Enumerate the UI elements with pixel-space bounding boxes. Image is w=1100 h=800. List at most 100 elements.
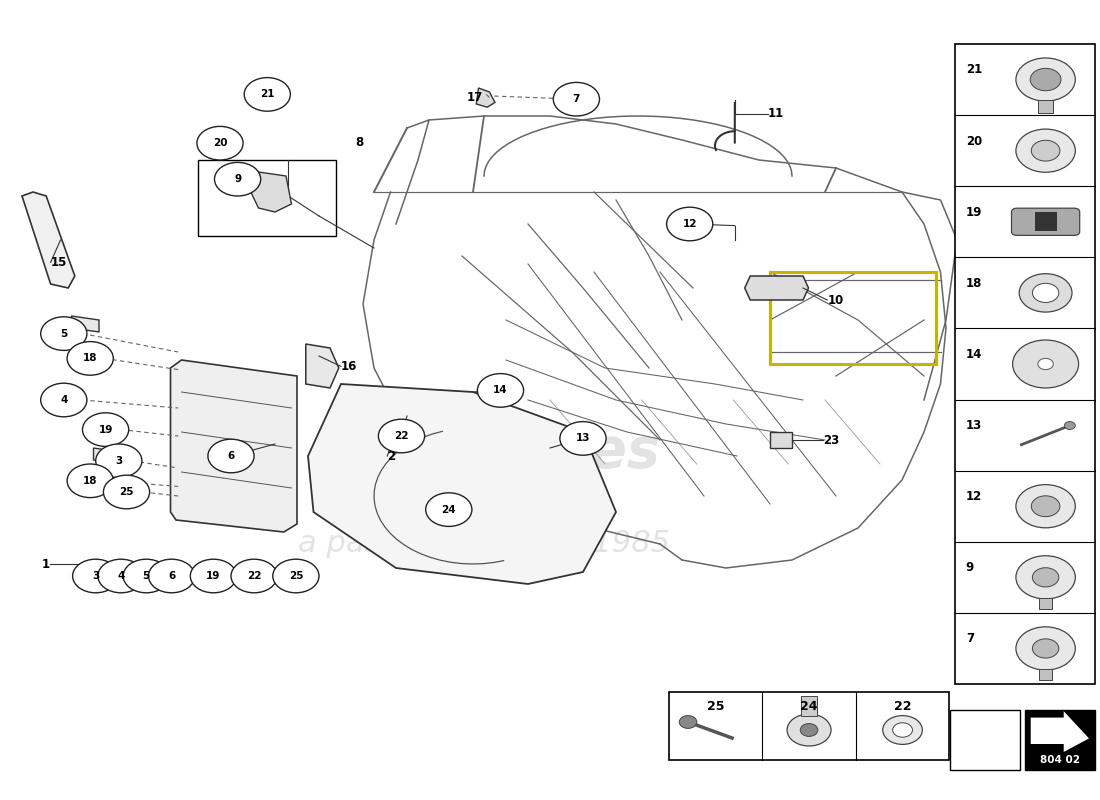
Circle shape [67, 464, 113, 498]
FancyBboxPatch shape [1040, 598, 1053, 610]
Text: 1: 1 [42, 558, 50, 570]
Circle shape [231, 559, 277, 593]
Circle shape [208, 439, 254, 473]
Text: 16: 16 [341, 360, 358, 373]
Text: 4: 4 [60, 395, 67, 405]
Polygon shape [22, 192, 75, 288]
Circle shape [1033, 568, 1059, 587]
Text: 9: 9 [234, 174, 241, 184]
FancyBboxPatch shape [1012, 208, 1080, 235]
Circle shape [1016, 556, 1076, 599]
Circle shape [667, 207, 713, 241]
FancyBboxPatch shape [801, 695, 816, 715]
Text: 5: 5 [60, 329, 67, 338]
Text: 14: 14 [966, 348, 982, 361]
Text: 13: 13 [575, 434, 591, 443]
Text: 8: 8 [355, 136, 363, 149]
Circle shape [273, 559, 319, 593]
Polygon shape [1031, 711, 1089, 752]
Text: 9: 9 [966, 562, 975, 574]
FancyBboxPatch shape [198, 160, 336, 236]
Circle shape [560, 422, 606, 455]
Text: 18: 18 [82, 476, 98, 486]
Text: 18: 18 [82, 354, 98, 363]
Circle shape [426, 493, 472, 526]
Text: 20: 20 [212, 138, 228, 148]
Text: 23: 23 [823, 434, 839, 446]
Circle shape [553, 82, 600, 116]
FancyBboxPatch shape [1025, 710, 1094, 770]
Polygon shape [770, 432, 792, 448]
Circle shape [1016, 129, 1076, 172]
Text: 2: 2 [387, 450, 395, 462]
Circle shape [41, 317, 87, 350]
Text: 804 02: 804 02 [1040, 755, 1080, 765]
Text: 21: 21 [966, 63, 982, 77]
Circle shape [1065, 422, 1076, 430]
Circle shape [1016, 627, 1076, 670]
Text: 6: 6 [168, 571, 175, 581]
Circle shape [41, 383, 87, 417]
FancyBboxPatch shape [1040, 670, 1053, 681]
Text: eurospares: eurospares [309, 425, 659, 479]
Polygon shape [308, 384, 616, 584]
Text: 13: 13 [966, 419, 982, 432]
FancyBboxPatch shape [950, 710, 1020, 770]
Circle shape [1031, 68, 1062, 90]
Text: 10: 10 [827, 294, 844, 306]
Circle shape [73, 559, 119, 593]
Polygon shape [55, 386, 82, 402]
Text: 15: 15 [51, 256, 67, 269]
Circle shape [1016, 58, 1076, 101]
FancyBboxPatch shape [669, 692, 949, 760]
Text: 22: 22 [246, 571, 262, 581]
Circle shape [96, 444, 142, 478]
Text: 24: 24 [801, 700, 817, 713]
Text: 5: 5 [143, 571, 150, 581]
Polygon shape [476, 88, 495, 107]
Text: a passion for parts 1985: a passion for parts 1985 [298, 530, 670, 558]
Circle shape [1013, 340, 1079, 388]
Text: 14: 14 [493, 386, 508, 395]
Circle shape [98, 559, 144, 593]
FancyBboxPatch shape [1035, 212, 1057, 231]
Circle shape [801, 723, 817, 736]
Text: 20: 20 [966, 134, 982, 147]
Text: 25: 25 [707, 700, 724, 713]
Text: 7: 7 [966, 632, 974, 646]
Text: 12: 12 [682, 219, 697, 229]
Polygon shape [72, 316, 99, 332]
Text: 3: 3 [92, 571, 99, 581]
Text: 22: 22 [894, 700, 911, 713]
Polygon shape [94, 448, 121, 464]
FancyBboxPatch shape [955, 44, 1094, 684]
Polygon shape [306, 344, 339, 388]
Circle shape [197, 126, 243, 160]
Polygon shape [170, 360, 297, 532]
Circle shape [103, 475, 150, 509]
Text: 18: 18 [966, 277, 982, 290]
Circle shape [123, 559, 169, 593]
Circle shape [477, 374, 524, 407]
Circle shape [893, 723, 912, 738]
Text: 6: 6 [228, 451, 234, 461]
Polygon shape [251, 172, 292, 212]
Circle shape [148, 559, 195, 593]
Text: 3: 3 [116, 456, 122, 466]
Text: 19: 19 [206, 571, 221, 581]
Circle shape [1032, 140, 1060, 161]
Circle shape [244, 78, 290, 111]
Circle shape [1016, 485, 1076, 528]
Circle shape [1032, 496, 1060, 517]
Text: 4: 4 [118, 571, 124, 581]
Text: 12: 12 [966, 490, 982, 503]
Text: 11: 11 [768, 107, 784, 120]
Text: 22: 22 [394, 431, 409, 441]
Circle shape [1038, 358, 1054, 370]
Text: 21: 21 [260, 90, 275, 99]
Circle shape [378, 419, 425, 453]
Text: 17: 17 [466, 91, 483, 104]
Circle shape [1033, 639, 1059, 658]
Text: 24: 24 [441, 505, 456, 514]
Text: 25: 25 [119, 487, 134, 497]
